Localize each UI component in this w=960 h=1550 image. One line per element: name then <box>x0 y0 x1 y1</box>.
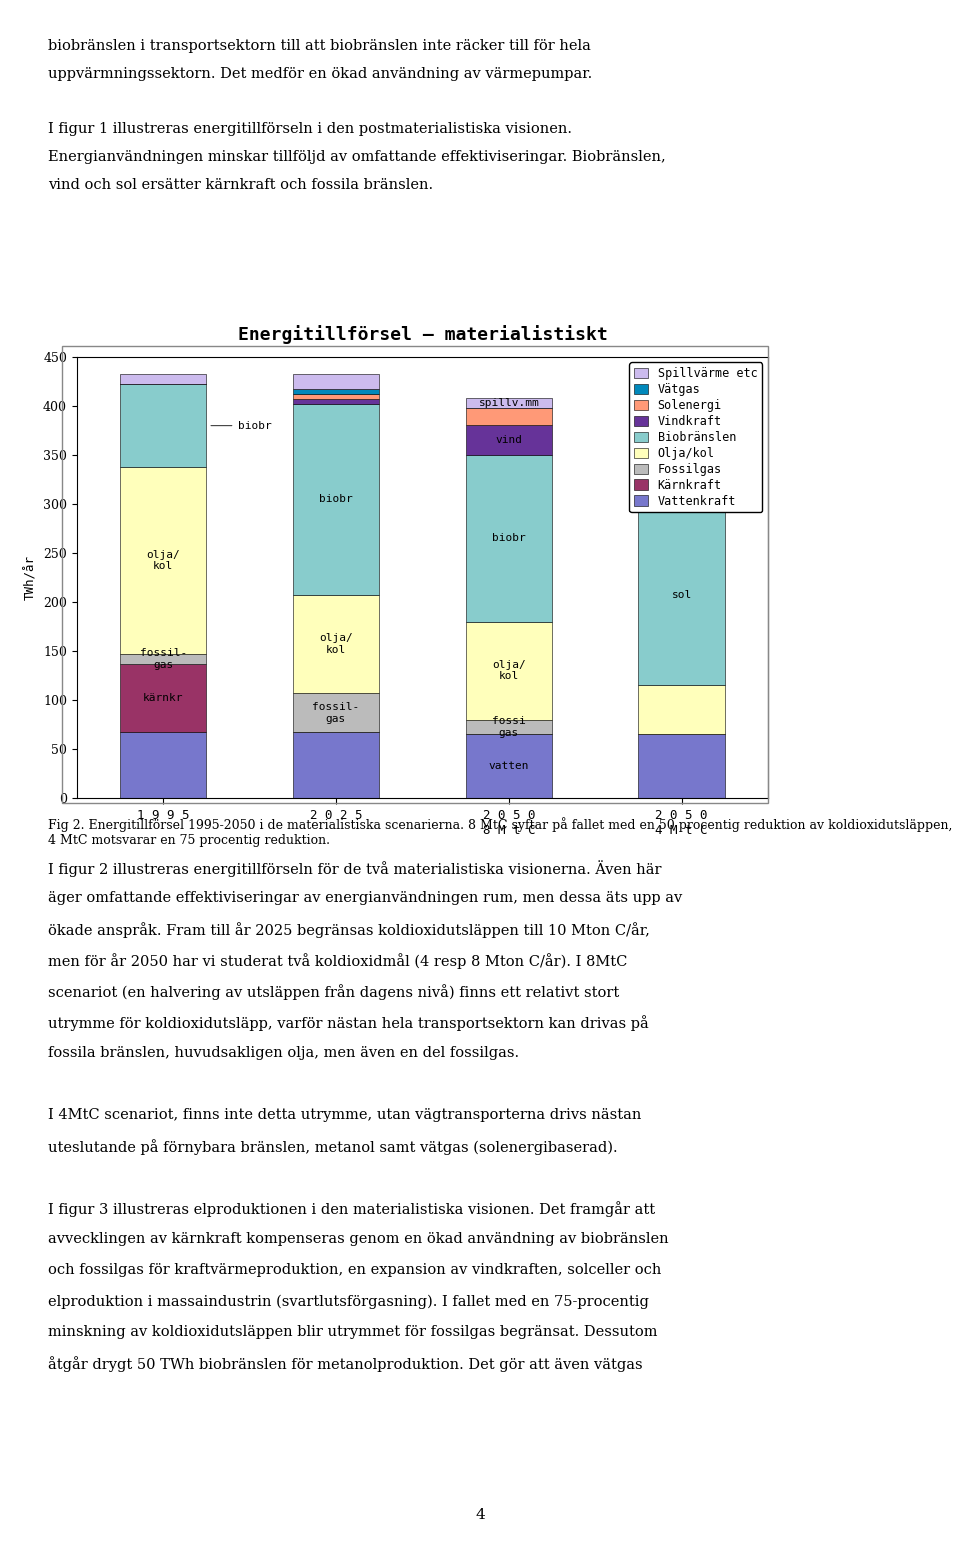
Text: kärnkr: kärnkr <box>143 693 183 704</box>
Bar <box>293 398 379 403</box>
Text: biobr: biobr <box>211 420 272 431</box>
Text: I figur 1 illustreras energitillförseln i den postmaterialistiska visionen.: I figur 1 illustreras energitillförseln … <box>48 122 572 136</box>
Bar <box>293 693 379 733</box>
Bar <box>638 454 725 474</box>
Text: åtgår drygt 50 TWh biobränslen för metanolproduktion. Det gör att även vätgas: åtgår drygt 50 TWh biobränslen för metan… <box>48 1356 642 1372</box>
Text: Fig 2. Energitillförsel 1995-2050 i de materialistiska scenarierna. 8 MtC syftar: Fig 2. Energitillförsel 1995-2050 i de m… <box>48 817 952 846</box>
Bar <box>466 719 552 735</box>
Text: olja/
kol: olja/ kol <box>492 660 526 682</box>
Text: biobränslen i transportsektorn till att biobränslen inte räcker till för hela: biobränslen i transportsektorn till att … <box>48 39 590 53</box>
Text: olja/
kol: olja/ kol <box>146 550 180 572</box>
Text: I figur 3 illustreras elproduktionen i den materialistiska visionen. Det framgår: I figur 3 illustreras elproduktionen i d… <box>48 1201 655 1217</box>
Text: elproduktion i massaindustrin (svartlutsförgasning). I fallet med en 75-procenti: elproduktion i massaindustrin (svartluts… <box>48 1294 649 1308</box>
Bar <box>293 595 379 693</box>
Text: uteslutande på förnybara bränslen, metanol samt vätgas (solenergibaserad).: uteslutande på förnybara bränslen, metan… <box>48 1139 617 1155</box>
Title: Energitillförsel – materialistiskt: Energitillförsel – materialistiskt <box>237 326 608 344</box>
Legend: Spillvärme etc, Vätgas, Solenergi, Vindkraft, Biobränslen, Olja/kol, Fossilgas, : Spillvärme etc, Vätgas, Solenergi, Vindk… <box>630 363 762 513</box>
Bar <box>466 454 552 622</box>
Text: fossil-
gas: fossil- gas <box>139 648 187 670</box>
Bar <box>120 384 206 468</box>
Text: vatten: vatten <box>489 761 529 772</box>
Bar <box>638 474 725 504</box>
Bar <box>293 374 379 389</box>
Bar <box>638 685 725 735</box>
Bar <box>638 391 725 436</box>
Text: fossila bränslen, huvudsakligen olja, men även en del fossilgas.: fossila bränslen, huvudsakligen olja, me… <box>48 1046 519 1060</box>
Text: sol: sol <box>671 589 692 600</box>
Bar <box>638 436 725 454</box>
Bar <box>638 504 725 685</box>
Bar <box>466 408 552 425</box>
Bar <box>466 425 552 454</box>
Text: uppvärmningssektorn. Det medför en ökad användning av värmepumpar.: uppvärmningssektorn. Det medför en ökad … <box>48 67 592 81</box>
Text: I 4MtC scenariot, finns inte detta utrymme, utan vägtransporterna drivs nästan: I 4MtC scenariot, finns inte detta utrym… <box>48 1108 641 1122</box>
Bar <box>120 468 206 654</box>
Text: fossil-
gas: fossil- gas <box>312 702 360 724</box>
Text: 4: 4 <box>475 1508 485 1522</box>
Bar <box>466 735 552 798</box>
Bar <box>120 374 206 384</box>
Bar <box>293 394 379 398</box>
Text: fossi
gas: fossi gas <box>492 716 526 738</box>
Text: spillv.mm: spillv.mm <box>478 398 540 408</box>
Text: men för år 2050 har vi studerat två koldioxidmål (4 resp 8 Mton C/år). I 8MtC: men för år 2050 har vi studerat två kold… <box>48 953 628 969</box>
Text: scenariot (en halvering av utsläppen från dagens nivå) finns ett relativt stort: scenariot (en halvering av utsläppen frå… <box>48 984 619 1000</box>
Text: och fossilgas för kraftvärmeproduktion, en expansion av vindkraften, solceller o: och fossilgas för kraftvärmeproduktion, … <box>48 1263 661 1277</box>
Y-axis label: TWh/år: TWh/år <box>25 555 37 600</box>
Bar <box>466 398 552 408</box>
Text: minskning av koldioxidutsläppen blir utrymmet för fossilgas begränsat. Dessutom: minskning av koldioxidutsläppen blir utr… <box>48 1325 658 1339</box>
Bar <box>120 654 206 663</box>
Bar <box>293 389 379 394</box>
Bar <box>120 663 206 733</box>
Text: vind och sol ersätter kärnkraft och fossila bränslen.: vind och sol ersätter kärnkraft och foss… <box>48 178 433 192</box>
Text: H2: H2 <box>675 440 688 450</box>
Bar <box>293 403 379 595</box>
Text: utrymme för koldioxidutsläpp, varför nästan hela transportsektorn kan drivas på: utrymme för koldioxidutsläpp, varför näs… <box>48 1015 649 1031</box>
Text: biobr: biobr <box>319 494 353 504</box>
Text: Energianvändningen minskar tillföljd av omfattande effektiviseringar. Biobränsle: Energianvändningen minskar tillföljd av … <box>48 150 665 164</box>
Bar <box>638 735 725 798</box>
Bar <box>120 733 206 798</box>
Text: vind: vind <box>495 436 522 445</box>
Text: avvecklingen av kärnkraft kompenseras genom en ökad användning av biobränslen: avvecklingen av kärnkraft kompenseras ge… <box>48 1232 668 1246</box>
Text: olja/
kol: olja/ kol <box>319 634 353 656</box>
Bar <box>466 622 552 719</box>
Text: biobr: biobr <box>492 533 526 542</box>
Text: I figur 2 illustreras energitillförseln för de två materialistiska visionerna. Ä: I figur 2 illustreras energitillförseln … <box>48 860 661 877</box>
Bar <box>293 733 379 798</box>
Text: äger omfattande effektiviseringar av energianvändningen rum, men dessa äts upp a: äger omfattande effektiviseringar av ene… <box>48 891 683 905</box>
Text: ökade anspråk. Fram till år 2025 begränsas koldioxidutsläppen till 10 Mton C/år,: ökade anspråk. Fram till år 2025 begräns… <box>48 922 650 938</box>
